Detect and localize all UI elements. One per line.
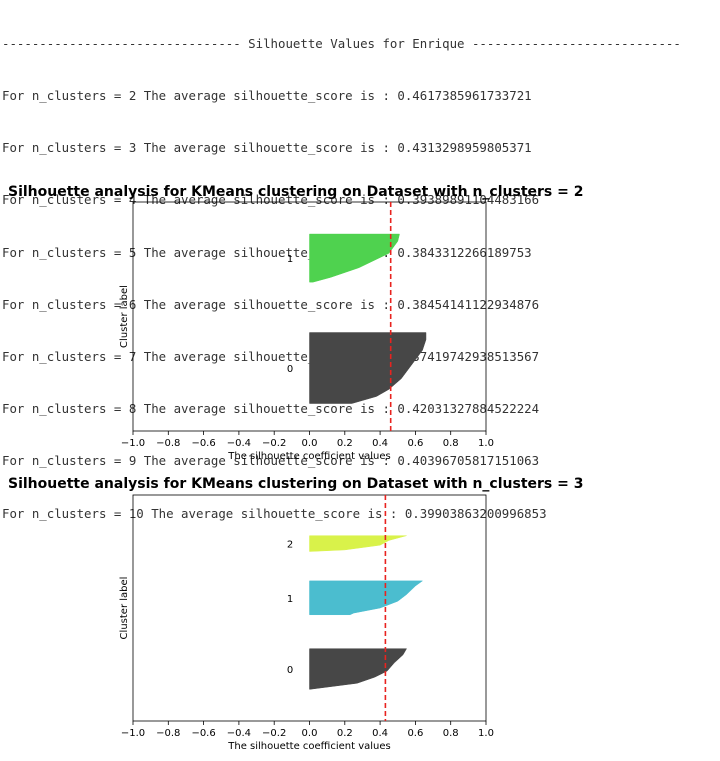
silhouette-area-cluster-2 <box>309 535 407 552</box>
x-tick-label: 0.0 <box>302 438 318 449</box>
console-header: -------------------------------- Silhoue… <box>2 35 681 51</box>
x-tick-label: 1.0 <box>478 728 494 739</box>
console-line: For n_clusters = 9 The average silhouett… <box>2 453 540 469</box>
silhouette-chart-k2: 0 1 −1.0 −0.8 −0.6 −0.4 −0.2 0.0 0.2 0.4 0.6 0.8 1.0… <box>119 201 494 462</box>
x-tick-label: 0.2 <box>337 728 353 739</box>
x-tick-label: −0.2 <box>262 438 286 449</box>
x-tick-label: −0.8 <box>156 728 180 739</box>
x-tick-label: −1.0 <box>121 728 145 739</box>
x-axis-label: The silhouette coefficient values <box>227 451 391 462</box>
console-line: For n_clusters = 4 The average silhouett… <box>2 192 540 208</box>
y-axis-label: Cluster label <box>119 285 130 348</box>
cluster-label: 1 <box>287 594 293 605</box>
console-line: For n_clusters = 3 The average silhouett… <box>2 140 532 156</box>
x-tick-label: 0.4 <box>372 728 388 739</box>
x-tick-label: −0.4 <box>227 728 251 739</box>
x-tick-label: −0.6 <box>191 438 215 449</box>
console-output: -------------------------------- Silhoue… <box>2 0 718 539</box>
x-tick-label: 0.8 <box>443 438 459 449</box>
cluster-label: 0 <box>287 665 293 676</box>
x-tick-label: 0.4 <box>372 438 388 449</box>
cluster-label: 0 <box>287 364 293 375</box>
x-tick-label: 0.2 <box>337 438 353 449</box>
silhouette-chart-k3: 0 1 2 −1.0 −0.8 −0.6 −0.4 −0.2 0.0 0.2 0.4 0.6 0.8 1.… <box>119 494 494 752</box>
silhouette-area-cluster-1 <box>309 580 424 616</box>
x-tick-label: −0.4 <box>227 438 251 449</box>
console-line: For n_clusters = 6 The average silhouett… <box>2 296 540 312</box>
cluster-label: 1 <box>287 254 293 265</box>
x-tick-label: 0.8 <box>443 728 459 739</box>
console-line: For n_clusters = 8 The average silhouett… <box>2 401 540 417</box>
x-tick-label: 1.0 <box>478 438 494 449</box>
cluster-label: 2 <box>287 540 293 551</box>
silhouette-area-cluster-0 <box>309 648 408 690</box>
x-tick-label: −0.2 <box>262 728 286 739</box>
x-tick-label: 0.6 <box>407 438 423 449</box>
y-axis-label: Cluster label <box>119 577 130 640</box>
silhouette-area-cluster-0 <box>309 332 427 404</box>
silhouette-area-cluster-1 <box>309 233 400 283</box>
x-tick-label: −0.8 <box>156 438 180 449</box>
x-tick-label: 0.0 <box>302 728 318 739</box>
x-tick-label: −1.0 <box>121 438 145 449</box>
x-tick-label: −0.6 <box>191 728 215 739</box>
x-axis-label: The silhouette coefficient values <box>227 741 391 752</box>
x-tick-label: 0.6 <box>407 728 423 739</box>
chart-title: Silhouette analysis for KMeans clusterin… <box>8 476 584 492</box>
console-line: For n_clusters = 10 The average silhouet… <box>2 505 547 521</box>
chart-title: Silhouette analysis for KMeans clusterin… <box>8 184 584 200</box>
console-line: For n_clusters = 2 The average silhouett… <box>2 88 532 104</box>
